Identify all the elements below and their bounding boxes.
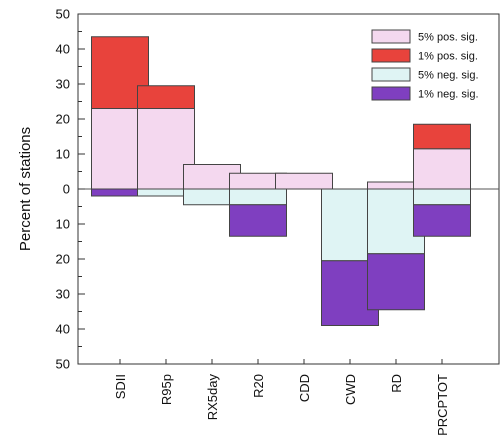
legend-swatch: [371, 67, 411, 82]
bar-segment: [413, 123, 471, 150]
legend-label: 1% pos. sig.: [418, 51, 478, 63]
y-tick-label: 30: [56, 77, 70, 92]
bar-segment: [413, 148, 471, 190]
bar-segment: [413, 188, 471, 206]
bar-segment: [367, 253, 425, 311]
legend-label: 1% neg. sig.: [418, 89, 479, 101]
y-tick-label: 50: [56, 7, 70, 22]
x-tick-label: R95p: [159, 374, 174, 405]
legend-swatch: [371, 29, 411, 44]
bar-segment: [229, 188, 287, 206]
legend-swatch: [371, 48, 411, 63]
legend-label: 5% pos. sig.: [418, 32, 478, 44]
bar-segment: [229, 204, 287, 237]
x-tick-label: R20: [251, 374, 266, 398]
bar-segment: [275, 172, 333, 190]
y-tick-label: 30: [56, 287, 70, 302]
x-tick-label: RD: [389, 374, 404, 393]
y-axis-title: Percent of stations: [17, 127, 34, 251]
x-tick-label: CDD: [297, 374, 312, 402]
y-tick-label: 10: [56, 217, 70, 232]
y-tick-label: 10: [56, 147, 70, 162]
y-tick-label: 20: [56, 112, 70, 127]
bar-segment: [137, 85, 195, 109]
y-tick-label: 40: [56, 42, 70, 57]
x-tick-label: PRCPTOT: [435, 374, 450, 436]
y-tick-label: 50: [56, 357, 70, 372]
legend-label: 5% neg. sig.: [418, 70, 479, 82]
y-tick-label: 20: [56, 252, 70, 267]
legend-swatch: [371, 86, 411, 101]
x-tick-label: RX5day: [205, 374, 220, 421]
y-tick-label: 40: [56, 322, 70, 337]
y-tick-label: 0: [63, 182, 70, 197]
legend: 5% pos. sig. 1% pos. sig. 5% neg. sig. 1% n…: [371, 29, 479, 101]
bar-segment: [413, 204, 471, 237]
x-tick-label: CWD: [343, 374, 358, 405]
x-tick-label: SDII: [113, 374, 128, 399]
